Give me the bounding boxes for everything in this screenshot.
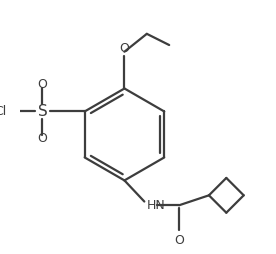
Text: HN: HN (147, 199, 166, 212)
Text: O: O (174, 234, 184, 247)
Text: Cl: Cl (0, 105, 6, 118)
Text: O: O (38, 132, 47, 145)
Text: O: O (120, 42, 129, 55)
Text: S: S (38, 104, 47, 119)
Text: O: O (38, 78, 47, 91)
